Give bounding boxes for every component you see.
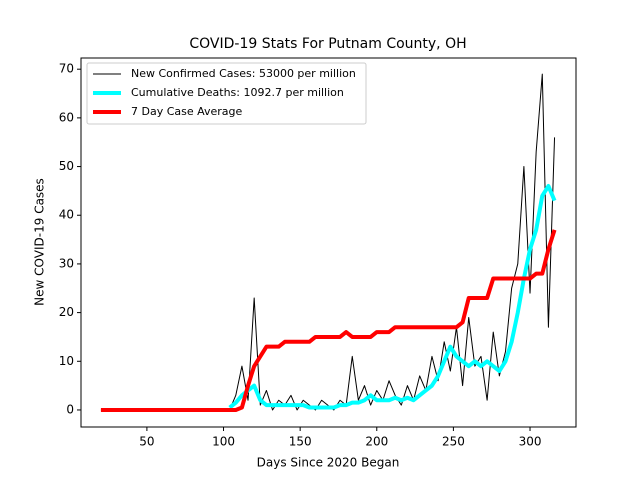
- chart-title: COVID-19 Stats For Putnam County, OH: [189, 36, 466, 52]
- legend-label: New Confirmed Cases: 53000 per million: [131, 67, 356, 80]
- x-tick-label: 100: [212, 435, 235, 449]
- y-axis-label: New COVID-19 Cases: [33, 178, 47, 306]
- x-axis-label: Days Since 2020 Began: [257, 456, 400, 470]
- x-tick-label: 300: [519, 435, 542, 449]
- x-tick-label: 150: [289, 435, 312, 449]
- legend-label: Cumulative Deaths: 1092.7 per million: [131, 86, 344, 99]
- y-tick-label: 40: [59, 208, 74, 222]
- legend-box: [86, 62, 367, 125]
- y-tick-label: 20: [59, 305, 74, 319]
- series-line: [228, 184, 557, 410]
- y-tick-label: 50: [59, 159, 74, 173]
- y-tick-label: 0: [66, 402, 74, 416]
- series-line: [100, 229, 557, 412]
- x-tick-label: 50: [139, 435, 154, 449]
- legend-label: 7 Day Case Average: [131, 105, 243, 118]
- plot-frame: [80, 57, 577, 428]
- x-tick-label: 250: [442, 435, 465, 449]
- y-tick-label: 70: [59, 62, 74, 76]
- y-tick-label: 10: [59, 354, 74, 368]
- y-tick-label: 30: [59, 256, 74, 270]
- y-tick-label: 60: [59, 110, 74, 124]
- x-tick-label: 200: [365, 435, 388, 449]
